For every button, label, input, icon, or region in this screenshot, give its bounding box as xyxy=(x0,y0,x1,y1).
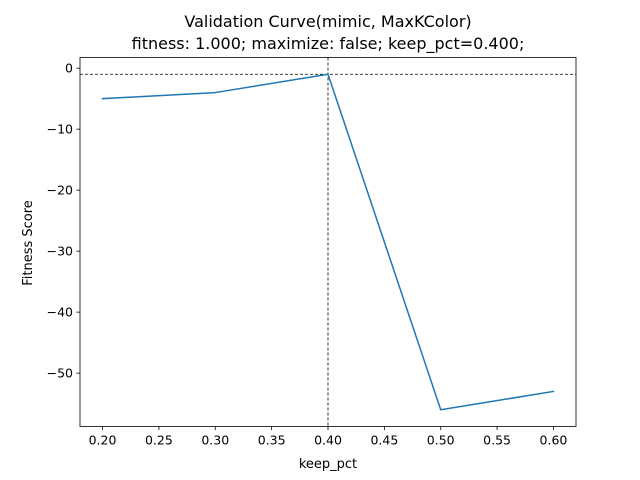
x-tick-label-2: 0.30 xyxy=(201,433,229,448)
chart-title: Validation Curve(mimic, MaxKColor) xyxy=(184,12,471,31)
x-tick-label-8: 0.60 xyxy=(540,433,568,448)
x-tick-label-4: 0.40 xyxy=(314,433,342,448)
series-line-0 xyxy=(101,73,555,411)
y-tick-label-1: −10 xyxy=(47,122,73,137)
y-tick-label-2: −20 xyxy=(47,183,73,198)
y-axis-label: Fitness Score xyxy=(21,200,36,286)
x-tick-label-5: 0.45 xyxy=(370,433,398,448)
y-tick-label-0: 0 xyxy=(65,61,73,76)
x-tick-label-0: 0.20 xyxy=(89,433,117,448)
y-tick-label-5: −50 xyxy=(47,366,73,381)
x-tick-label-7: 0.55 xyxy=(483,433,511,448)
x-tick-label-6: 0.50 xyxy=(427,433,455,448)
chart-subtitle: fitness: 1.000; maximize: false; keep_pc… xyxy=(132,34,525,54)
x-axis-label: keep_pct xyxy=(299,457,357,472)
plot-area: 0.20 0.25 0.30 0.35 0.40 0.45 0.50 0.55 0.60 0 −10… xyxy=(47,57,577,448)
x-tick-label-1: 0.25 xyxy=(145,433,173,448)
y-tick-label-3: −30 xyxy=(47,244,73,259)
x-tick-label-3: 0.35 xyxy=(258,433,286,448)
y-tick-label-4: −40 xyxy=(47,305,73,320)
